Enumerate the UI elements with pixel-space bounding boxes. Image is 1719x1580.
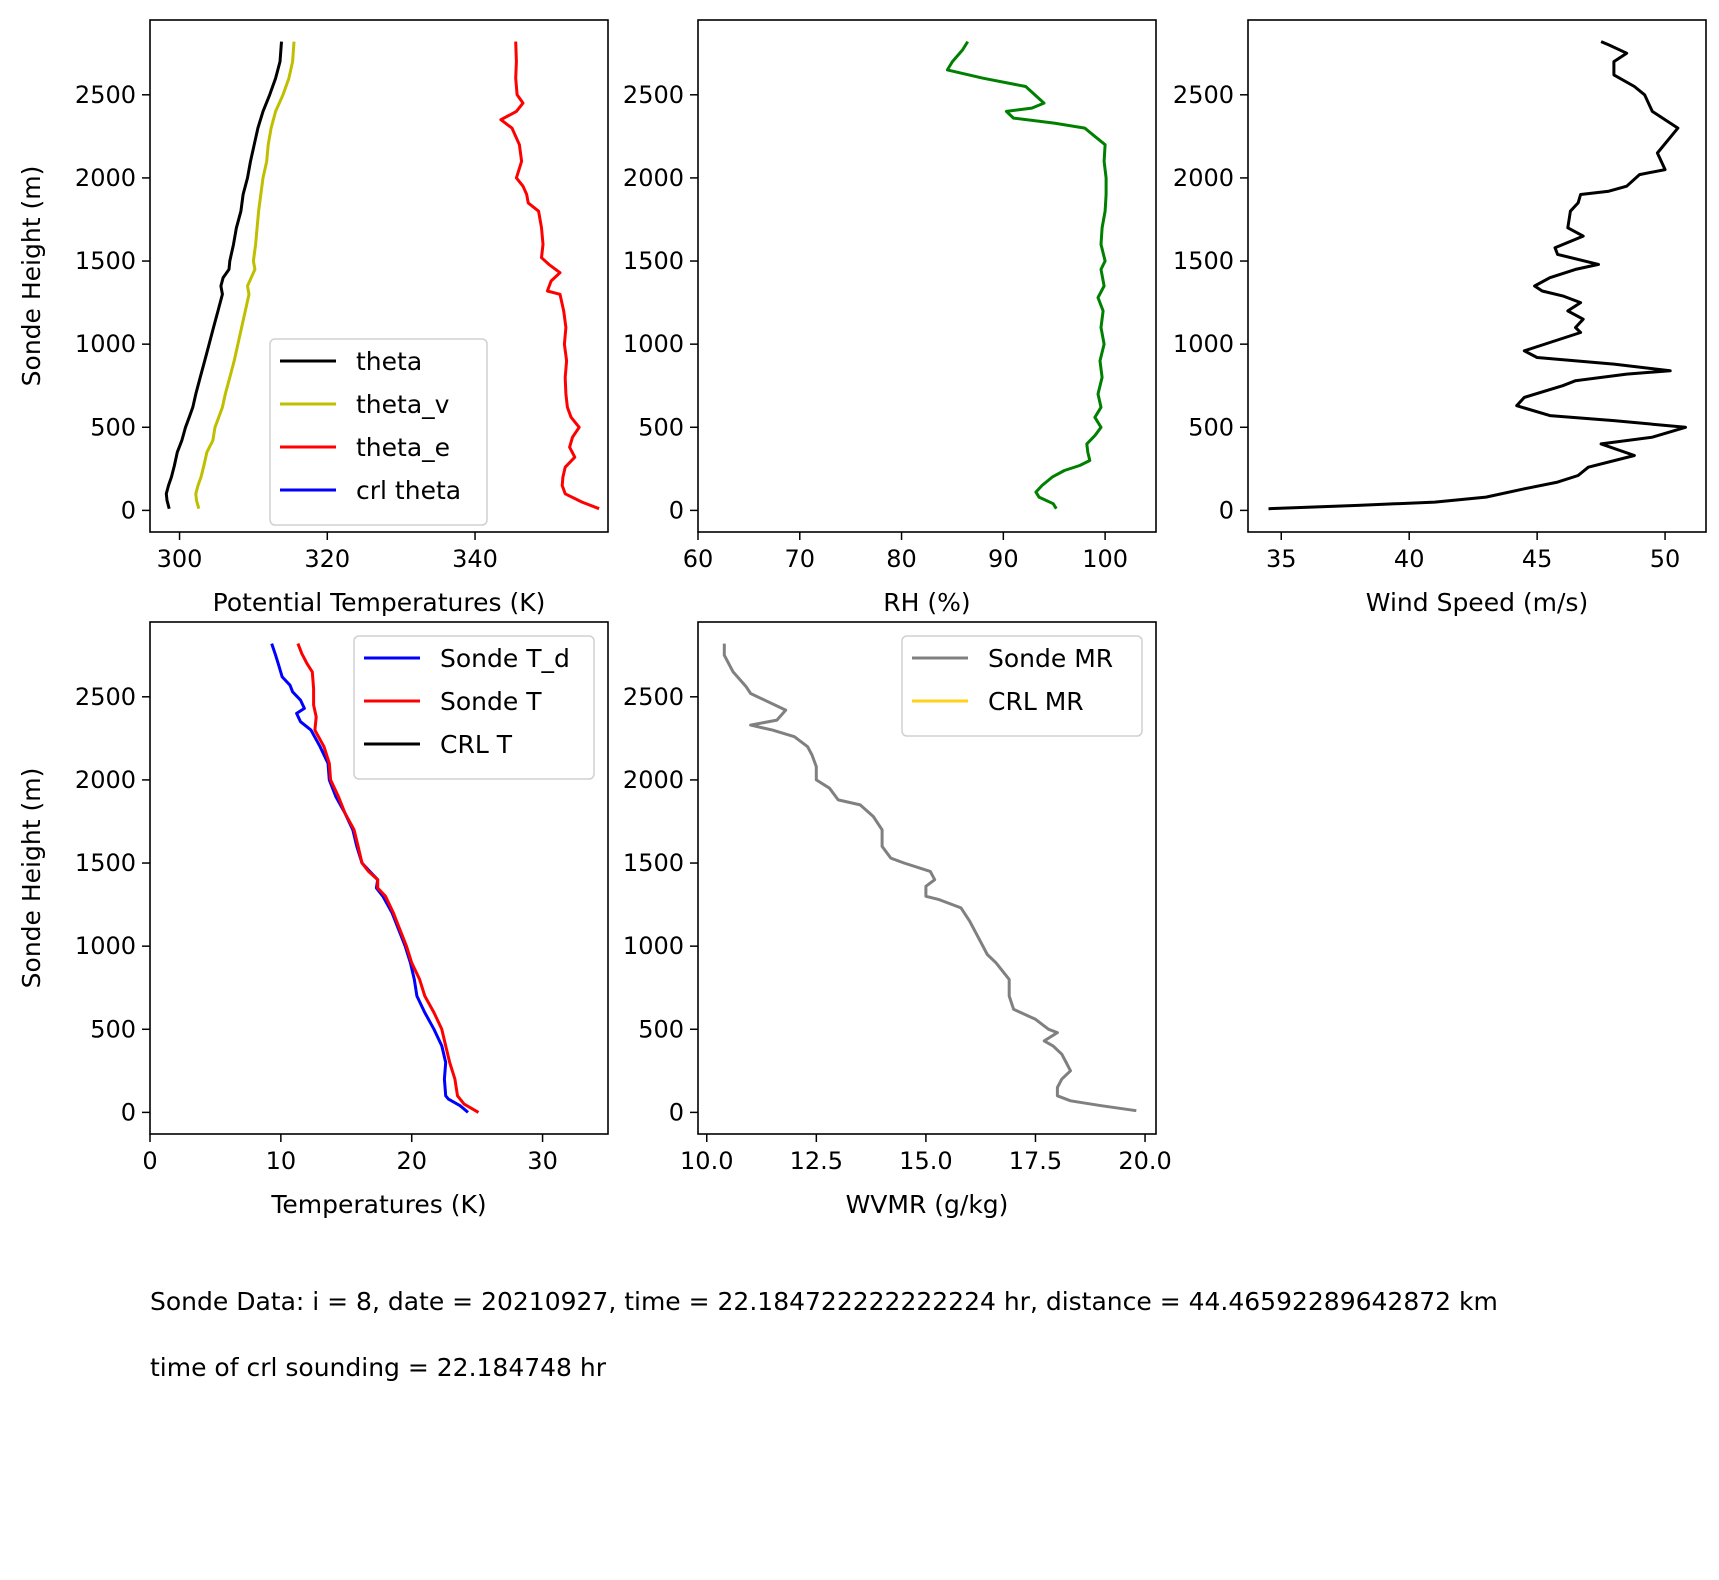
y-tick-label: 2500 [75,81,136,109]
legend-entry: theta_v [356,390,450,419]
legend-entry: CRL MR [988,687,1084,716]
x-tick-label: 300 [157,545,203,573]
x-tick-label: 30 [527,1147,558,1175]
y-tick-label: 2000 [623,164,684,192]
series-line-rh-0 [945,40,1108,510]
x-tick-label: 60 [683,545,714,573]
x-tick-label: 340 [452,545,498,573]
y-tick-label: 0 [121,1098,136,1126]
x-tick-label: 15.0 [899,1147,952,1175]
chart-panel-theta: 300 320 340 0 500 1000 1500 2000 2500 Potential T… [17,19,609,617]
sonde-data-caption: Sonde Data: i = 8, date = 20210927, time… [150,1287,1498,1316]
y-tick-label: 2000 [75,766,136,794]
legend-entry: Sonde MR [988,644,1113,673]
axes-frame-rh [697,19,1157,533]
y-tick-label: 1000 [1173,330,1234,358]
y-tick-label: 2000 [623,766,684,794]
y-tick-label: 2500 [623,683,684,711]
y-tick-label: 1000 [75,330,136,358]
axes-frame-wind [1247,19,1707,533]
series-line-wind-0 [1268,40,1687,511]
y-tick-label: 2000 [75,164,136,192]
y-tick-label: 1000 [623,932,684,960]
axes-frame-theta [149,19,609,533]
y-tick-label: 0 [669,1098,684,1126]
y-tick-label: 500 [90,413,136,441]
legend-wvmr: Sonde MR CRL MR [901,635,1143,737]
x-tick-label: 90 [988,545,1019,573]
x-tick-label: 70 [785,545,816,573]
y-tick-label: 0 [1219,496,1234,524]
y-tick-label: 1500 [623,849,684,877]
x-axis-label: WVMR (g/kg) [846,1190,1009,1219]
x-tick-label: 20.0 [1118,1147,1171,1175]
legend-entry: Sonde T_d [440,644,570,673]
y-axis-label: Sonde Height (m) [17,768,46,989]
y-tick-label: 2500 [623,81,684,109]
y-tick-label: 500 [638,413,684,441]
x-tick-label: 80 [886,545,917,573]
series-line-theta-0 [164,41,283,510]
y-tick-label: 1500 [75,849,136,877]
legend-entry: theta [356,347,422,376]
x-tick-label: 45 [1522,545,1553,573]
legend-box [901,635,1143,737]
crl-time-caption: time of crl sounding = 22.184748 hr [150,1353,607,1382]
chart-panel-temp: 0 10 20 30 0 500 1000 1500 2000 2500 Temperatures … [17,621,609,1219]
y-tick-label: 2500 [1173,81,1234,109]
y-tick-label: 1500 [1173,247,1234,275]
x-tick-label: 20 [396,1147,427,1175]
y-axis-label: Sonde Height (m) [17,166,46,387]
legend-box [269,338,488,526]
x-tick-label: 40 [1394,545,1425,573]
y-tick-label: 0 [121,496,136,524]
x-tick-label: 320 [304,545,350,573]
series-line-theta-1 [194,41,296,510]
legend-entry: theta_e [356,433,450,462]
y-tick-label: 1500 [75,247,136,275]
series-line-theta-2 [499,41,600,511]
y-tick-label: 2500 [75,683,136,711]
series-line-wvmr-0 [722,643,1137,1113]
x-axis-label: Potential Temperatures (K) [213,588,546,617]
y-tick-label: 1000 [75,932,136,960]
legend-entry: CRL T [440,730,513,759]
x-tick-label: 12.5 [790,1147,843,1175]
legend-entry: crl theta [356,476,461,505]
x-axis-label: Temperatures (K) [270,1190,486,1219]
legend-entry: Sonde T [440,687,542,716]
x-tick-label: 10 [266,1147,297,1175]
x-tick-label: 35 [1266,545,1297,573]
x-tick-label: 17.5 [1009,1147,1062,1175]
x-tick-label: 10.0 [680,1147,733,1175]
axes-frame-wvmr [697,621,1157,1135]
y-tick-label: 500 [638,1015,684,1043]
y-tick-label: 2000 [1173,164,1234,192]
axes-frame-temp [149,621,609,1135]
y-tick-label: 1000 [623,330,684,358]
series-line-temp-1 [296,643,480,1114]
y-tick-label: 0 [669,496,684,524]
y-tick-label: 500 [1188,413,1234,441]
x-tick-label: 100 [1082,545,1128,573]
x-axis-label: Wind Speed (m/s) [1366,588,1588,617]
chart-panel-wvmr: 10.0 12.5 15.0 17.5 20.0 0 500 1000 1500 2000 2500… [623,621,1172,1219]
legend-temp: Sonde T_d Sonde T CRL T [353,635,595,780]
x-tick-label: 50 [1650,545,1681,573]
y-tick-label: 500 [90,1015,136,1043]
y-tick-label: 1500 [623,247,684,275]
x-axis-label: RH (%) [883,588,970,617]
x-tick-label: 0 [142,1147,157,1175]
